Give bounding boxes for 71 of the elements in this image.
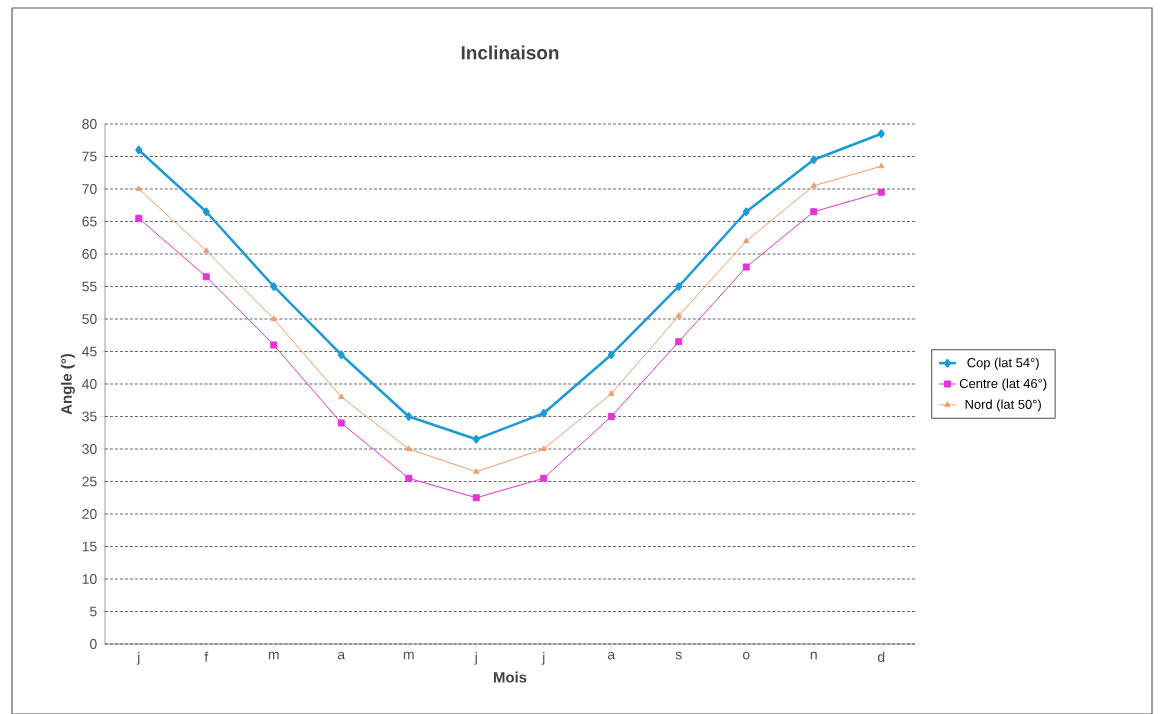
x-tick-label: j: [136, 651, 140, 665]
y-tick-label: 30: [82, 444, 97, 454]
point: [135, 214, 143, 222]
point: [607, 413, 615, 420]
y-axis-title: Angle (°): [60, 353, 75, 415]
point: [540, 474, 548, 482]
point: [337, 350, 345, 359]
x-tick-label: j: [474, 651, 477, 665]
point: [810, 155, 818, 164]
point: [877, 129, 885, 138]
point: [877, 188, 885, 196]
point: [135, 185, 142, 191]
point: [810, 208, 818, 216]
point: [202, 273, 210, 281]
point: [608, 390, 615, 396]
point: [405, 474, 413, 482]
y-tick-label: 60: [82, 249, 97, 259]
y-tick-label: 70: [82, 184, 97, 194]
point: [472, 494, 480, 502]
y-tick-label: 5: [90, 606, 97, 617]
point: [202, 207, 210, 216]
legend-label: Cop (lat 54°): [967, 357, 1039, 370]
y-tick-label: 55: [82, 281, 97, 292]
y-tick-label: 40: [82, 379, 97, 389]
point: [270, 341, 278, 349]
point: [337, 419, 345, 427]
x-tick-label: o: [742, 651, 750, 660]
x-tick-label: n: [810, 651, 817, 660]
x-tick-label: d: [877, 651, 885, 663]
y-tick-label: 80: [82, 119, 97, 129]
y-tick-label: 50: [82, 314, 97, 324]
x-tick-label: m: [403, 651, 414, 660]
point: [742, 263, 750, 271]
point: [270, 282, 278, 291]
point: [338, 393, 345, 399]
x-tick-label: s: [675, 651, 682, 660]
x-tick-label: j: [541, 651, 545, 665]
x-tick-label: a: [607, 651, 616, 660]
x-tick-label: m: [268, 651, 279, 660]
point: [405, 445, 412, 451]
point: [540, 445, 547, 451]
y-tick-label: 65: [82, 216, 97, 227]
y-tick-label: 0: [90, 639, 97, 649]
point: [540, 409, 548, 418]
point: [675, 312, 682, 318]
x-tick-label: a: [337, 651, 346, 660]
point: [810, 182, 817, 188]
point: [270, 315, 277, 321]
point: [878, 162, 885, 169]
y-tick-label: 20: [82, 509, 97, 519]
point: [675, 282, 683, 291]
point: [743, 237, 750, 243]
point: [405, 412, 413, 421]
y-tick-label: 15: [82, 541, 97, 552]
point: [675, 338, 683, 346]
y-tick-label: 45: [82, 346, 97, 357]
point: [742, 207, 750, 216]
y-tick-label: 25: [82, 476, 97, 487]
chart-title: Inclinaison: [461, 45, 559, 60]
point: [473, 468, 480, 474]
x-axis-title: Mois: [493, 671, 527, 683]
legend-label: Nord (lat 50°): [965, 399, 1041, 412]
point: [135, 145, 143, 155]
y-tick-label: 10: [82, 574, 97, 584]
point: [607, 350, 615, 359]
legend-label: Centre (lat 46°): [959, 378, 1047, 391]
y-tick-label: 75: [82, 151, 97, 162]
y-tick-label: 35: [82, 411, 97, 422]
x-tick-label: f: [204, 651, 209, 662]
point: [472, 435, 480, 444]
point: [203, 247, 210, 253]
